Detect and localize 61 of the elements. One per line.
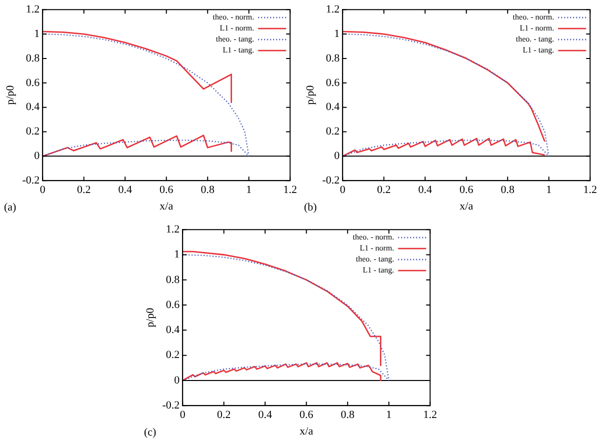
legend-label: L1 - tang. (222, 46, 254, 55)
x-axis-title: x/a (460, 200, 474, 212)
y-axis-title: p/p0 (144, 307, 156, 328)
x-axis-title: x/a (300, 425, 314, 438)
x-tick-label: 0.4 (418, 184, 432, 196)
x-tick-label: 0.2 (76, 184, 91, 196)
y-tick-label: 0.8 (166, 274, 180, 286)
legend-label: L1 - norm. (220, 24, 254, 33)
y-tick-label: 0.4 (26, 101, 40, 114)
legend-label: theo. - norm. (512, 12, 554, 22)
y-tick-label: 0.8 (26, 52, 40, 64)
y-tick-label: 0.6 (326, 76, 340, 89)
y-tick-label: 0.8 (326, 52, 340, 64)
x-tick-label: 0.4 (258, 409, 272, 422)
y-tick-label: 1.2 (26, 3, 40, 16)
legend-label: theo. - norm. (352, 232, 394, 242)
legend-label: L1 - norm. (520, 24, 554, 33)
y-tick-label: 0.6 (166, 298, 180, 311)
legend-label: theo. - tang. (216, 34, 254, 44)
y-tick-label: 1.2 (166, 223, 180, 236)
x-tick-label: 0.2 (376, 184, 391, 196)
y-tick-label: 1 (334, 28, 340, 40)
x-tick-label: 1 (246, 184, 252, 196)
legend-label: theo. - tang. (356, 254, 394, 264)
legend-label: L1 - tang. (362, 266, 394, 275)
legend-label: L1 - tang. (522, 46, 554, 55)
legend-label: L1 - norm. (360, 244, 394, 253)
y-tick-label: 0.2 (326, 126, 340, 138)
x-tick-label: 0.6 (459, 184, 474, 196)
x-tick-label: 1 (386, 409, 392, 422)
y-tick-label: 0.4 (166, 324, 180, 336)
x-tick-label: 0.8 (500, 184, 515, 196)
y-tick-label: 0 (34, 150, 40, 162)
y-tick-label: 0.6 (26, 76, 40, 89)
x-tick-label: 1.2 (283, 184, 297, 196)
legend-label: theo. - norm. (212, 12, 254, 22)
x-tick-label: 1.2 (423, 409, 437, 422)
y-tick-label: 0 (334, 150, 340, 162)
legend-label: theo. - tang. (516, 34, 554, 44)
y-tick-label: 0.2 (26, 126, 40, 138)
y-tick-label: 1.2 (326, 3, 340, 16)
x-tick-label: 0.6 (299, 409, 314, 422)
y-tick-label: -0.2 (162, 399, 180, 412)
y-tick-label: 0 (174, 374, 180, 386)
y-axis-title: p/p0 (304, 84, 316, 105)
x-tick-label: 1 (546, 184, 552, 196)
text: (c) (144, 426, 157, 438)
x-axis-title: x/a (160, 200, 174, 212)
y-tick-label: 1 (174, 248, 180, 261)
text: (b) (304, 201, 318, 214)
x-tick-label: 0.2 (216, 409, 231, 422)
x-tick-label: 0.4 (118, 184, 132, 196)
y-tick-label: 0.4 (326, 101, 340, 114)
y-tick-label: -0.2 (22, 174, 40, 186)
x-tick-label: 0.8 (200, 184, 215, 196)
y-tick-label: -0.2 (322, 174, 340, 186)
y-axis-title: p/p0 (4, 84, 16, 105)
y-tick-label: 0.2 (166, 349, 180, 362)
y-tick-label: 1 (34, 28, 40, 40)
x-tick-label: 1.2 (583, 184, 597, 196)
text: (a) (4, 201, 17, 214)
